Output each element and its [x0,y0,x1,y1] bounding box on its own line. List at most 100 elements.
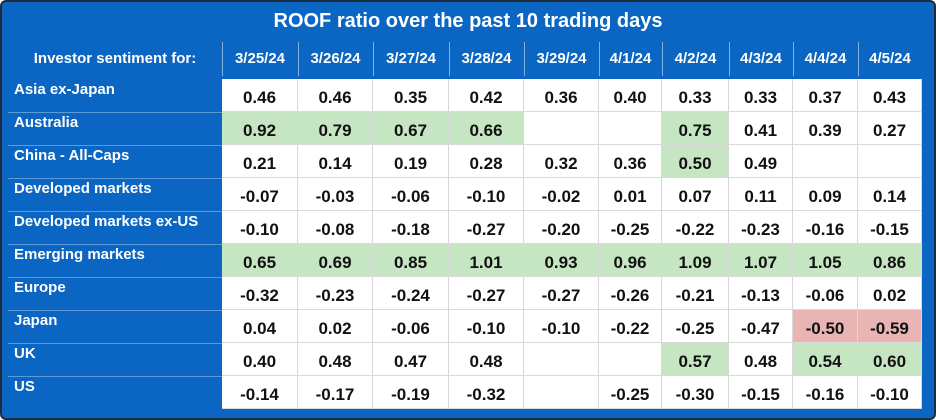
row-label: Developed markets [14,180,152,197]
value-cell: 0.79 [298,112,373,145]
column-divider [858,42,859,76]
value-cell: -0.25 [599,211,662,244]
value-cell: 0.46 [298,79,373,112]
value-cell: -0.15 [858,211,922,244]
value-cell: 0.57 [662,343,729,376]
value-cell: -0.23 [298,277,373,310]
value-cell: -0.03 [298,178,373,211]
value-cell: 0.36 [599,145,662,178]
value-grid: 0.46 0.46 0.35 0.42 0.36 0.40 0.33 0.33 0.37 0.43… [222,79,922,409]
column-divider [662,42,663,76]
row-label: Developed markets ex-US [14,213,199,230]
value-cell: 0.02 [298,310,373,343]
row-label: Japan [14,312,58,329]
value-cell: -0.59 [858,310,922,343]
value-cell: -0.06 [793,277,858,310]
value-cell: -0.10 [449,310,524,343]
row-divider [8,178,222,179]
value-cell: 0.07 [662,178,729,211]
value-cell [524,112,599,145]
table-title: ROOF ratio over the past 10 trading days [273,10,663,32]
column-header: 4/3/24 [740,50,782,67]
value-cell: 0.33 [662,79,729,112]
value-cell: -0.27 [449,277,524,310]
value-cell [524,343,599,376]
value-cell: -0.27 [449,211,524,244]
column-header: 3/25/24 [234,50,286,67]
value-cell: 0.39 [793,112,858,145]
value-cell: -0.10 [222,211,298,244]
value-cell: 1.05 [793,244,858,277]
value-cell: -0.18 [373,211,449,244]
value-cell: -0.22 [599,310,662,343]
value-cell: 0.49 [729,145,793,178]
value-cell: -0.07 [222,178,298,211]
row-label: Australia [14,114,79,131]
column-header: 3/29/24 [536,50,587,67]
value-cell: -0.02 [524,178,599,211]
value-cell: 0.47 [373,343,449,376]
value-cell: -0.20 [524,211,599,244]
value-cell: -0.17 [298,376,373,409]
column-header: 4/4/24 [804,50,847,67]
value-cell: 0.19 [373,145,449,178]
value-cell: -0.06 [373,310,449,343]
value-cell: 0.33 [729,79,793,112]
row-header-label: Investor sentiment for: [33,50,197,67]
value-cell: -0.10 [449,178,524,211]
value-cell [524,376,599,409]
value-cell: -0.32 [449,376,524,409]
row-label: Europe [14,279,66,296]
value-cell: 0.01 [599,178,662,211]
column-header: 4/2/24 [674,50,717,67]
value-cell: 0.48 [729,343,793,376]
value-cell: -0.23 [729,211,793,244]
row-divider [8,376,222,377]
value-cell: 1.01 [449,244,524,277]
value-cell: 0.04 [222,310,298,343]
value-cell: -0.14 [222,376,298,409]
value-cell: 0.50 [662,145,729,178]
value-cell: 0.48 [298,343,373,376]
value-cell: -0.26 [599,277,662,310]
row-label: Asia ex-Japan [14,81,115,98]
value-cell: 0.96 [599,244,662,277]
value-cell: -0.30 [662,376,729,409]
value-cell: 0.32 [524,145,599,178]
row-divider [8,211,222,212]
value-cell: -0.08 [298,211,373,244]
column-header: 3/26/24 [310,50,361,67]
row-divider [8,277,222,278]
value-cell: 0.11 [729,178,793,211]
value-cell: 0.67 [373,112,449,145]
row-label: US [14,378,35,395]
value-cell: -0.16 [793,211,858,244]
value-cell: 0.28 [449,145,524,178]
row-divider [8,310,222,311]
value-cell: 0.02 [858,277,922,310]
column-divider [298,42,299,76]
value-cell: 0.48 [449,343,524,376]
value-cell: 0.54 [793,343,858,376]
value-cell: -0.50 [793,310,858,343]
row-label: UK [14,345,36,362]
value-cell: 0.37 [793,79,858,112]
row-divider [8,343,222,344]
row-label: China - All-Caps [14,147,130,164]
value-cell: 0.35 [373,79,449,112]
value-cell: -0.19 [373,376,449,409]
value-cell: 0.92 [222,112,298,145]
value-cell: 0.66 [449,112,524,145]
column-divider [599,42,600,76]
value-cell: 0.09 [793,178,858,211]
value-cell: 0.93 [524,244,599,277]
value-cell: -0.15 [729,376,793,409]
value-cell: 0.43 [858,79,922,112]
column-divider [449,42,450,76]
row-divider [8,112,222,113]
value-cell: 1.09 [662,244,729,277]
value-cell: 0.40 [599,79,662,112]
column-divider [373,42,374,76]
column-header: 3/27/24 [385,50,437,67]
column-divider [793,42,794,76]
